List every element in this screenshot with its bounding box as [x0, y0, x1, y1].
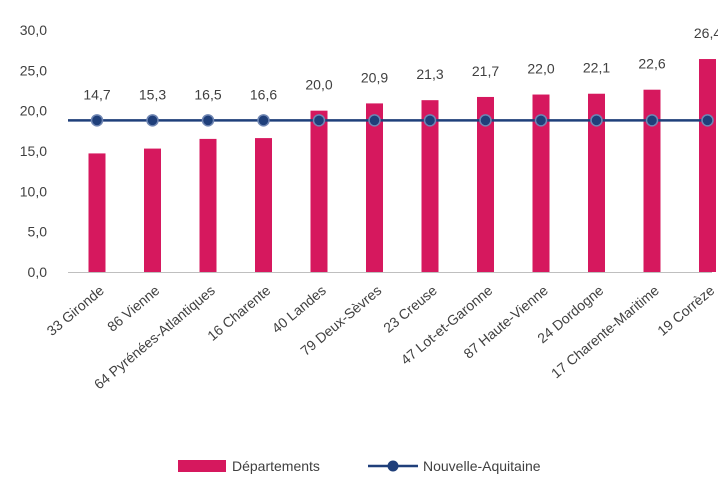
- data-label: 22,0: [527, 61, 554, 77]
- bar: [532, 94, 550, 273]
- category-label: 17 Charente-Maritime: [548, 282, 662, 381]
- y-axis-tick-labels: 0,0 5,0 10,0 15,0 20,0 25,0 30,0: [20, 22, 47, 280]
- data-label: 20,9: [361, 69, 388, 85]
- y-tick-label: 5,0: [28, 224, 48, 240]
- y-tick-label: 15,0: [20, 143, 47, 159]
- legend-label-departements: Départements: [232, 458, 320, 474]
- legend-label-nouvelle-aquitaine: Nouvelle-Aquitaine: [423, 458, 541, 474]
- bar: [199, 138, 217, 272]
- bar: [144, 148, 161, 272]
- bar: [477, 96, 494, 272]
- data-label: 14,7: [83, 86, 110, 102]
- y-tick-label: 25,0: [20, 62, 47, 78]
- data-label: 16,6: [250, 86, 277, 102]
- bar: [88, 153, 106, 272]
- line-point: [645, 114, 659, 127]
- data-label: 22,1: [583, 60, 610, 76]
- data-label: 15,3: [139, 86, 166, 102]
- bar-data-labels: 14,7 15,3 16,5 16,6 20,0 20,9 21,3 21,7 22,0 22,1…: [83, 25, 718, 102]
- bar: [255, 138, 272, 272]
- bar: [699, 59, 716, 272]
- line-point: [90, 114, 104, 127]
- chart-legend: Départements Nouvelle-Aquitaine: [178, 458, 541, 474]
- bar: [643, 89, 661, 273]
- data-label: 21,7: [472, 63, 499, 79]
- category-label: 47 Lot-et-Garonne: [398, 282, 496, 368]
- line-point: [479, 114, 492, 127]
- bar: [421, 100, 439, 273]
- legend-marker-nouvelle-aquitaine: [387, 460, 399, 472]
- line-point: [534, 114, 548, 127]
- line-point: [146, 114, 159, 127]
- bar: [310, 110, 328, 273]
- legend-swatch-departements: [178, 460, 226, 472]
- category-label: 19 Corrèze: [654, 282, 718, 339]
- line-point: [257, 114, 270, 127]
- category-label: 33 Gironde: [44, 282, 108, 339]
- line-point: [423, 114, 437, 127]
- line-series-nouvelle-aquitaine: [68, 114, 714, 127]
- bar: [366, 103, 383, 272]
- line-point: [312, 114, 326, 127]
- data-label: 21,3: [416, 66, 443, 82]
- y-tick-label: 10,0: [20, 183, 47, 199]
- data-label: 20,0: [305, 77, 332, 93]
- y-tick-label: 30,0: [20, 22, 47, 38]
- line-point: [368, 114, 381, 127]
- bar: [588, 93, 605, 272]
- y-tick-label: 20,0: [20, 103, 47, 119]
- line-point: [201, 114, 215, 127]
- line-point: [701, 114, 714, 127]
- data-label: 16,5: [194, 86, 221, 102]
- data-label: 26,4: [694, 25, 718, 41]
- bar-series-departements: [88, 59, 716, 273]
- line-point: [590, 114, 603, 127]
- y-tick-label: 0,0: [28, 264, 48, 280]
- data-label: 22,6: [638, 56, 665, 72]
